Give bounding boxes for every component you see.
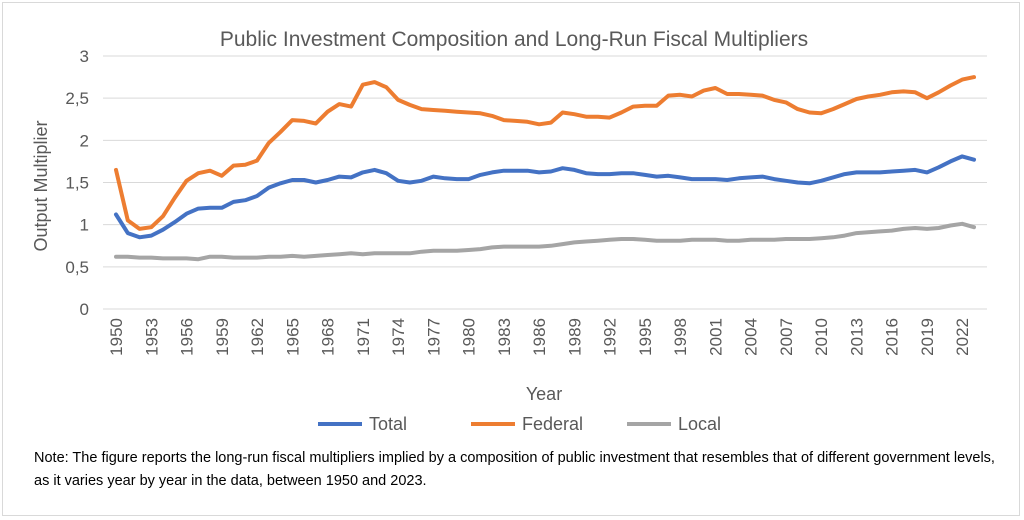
x-tick-label: 1968 [319, 318, 338, 356]
figure-note: Note: The figure reports the long-run fi… [34, 450, 995, 489]
series-line-total [114, 154, 976, 240]
y-tick-label: 0,5 [65, 258, 89, 277]
x-tick-label: 2022 [953, 318, 972, 356]
x-tick-label: 2019 [918, 318, 937, 356]
x-tick-label: 1956 [178, 318, 197, 356]
x-tick-label: 1950 [107, 318, 126, 356]
x-axis-title: Year [526, 384, 562, 404]
x-tick-label: 1995 [636, 318, 655, 356]
series-line-federal [114, 75, 976, 231]
x-tick-label: 2010 [812, 318, 831, 356]
series-lines [114, 75, 976, 262]
y-tick-label: 1,5 [65, 174, 89, 193]
chart-area: Public Investment Composition and Long-R… [31, 28, 987, 434]
x-tick-label: 1971 [354, 318, 373, 356]
x-tick-label: 2013 [847, 318, 866, 356]
legend-label-local: Local [678, 414, 721, 434]
x-axis-ticks: 1950 1953 1956 1959 1962 1965 1968 1971 1974 1977… [107, 318, 972, 356]
y-axis-title: Output Multiplier [31, 120, 51, 251]
legend: Total Federal Local [318, 414, 721, 434]
x-tick-label: 1965 [283, 318, 302, 356]
x-tick-label: 1986 [530, 318, 549, 356]
x-tick-label: 1983 [495, 318, 514, 356]
x-tick-label: 2004 [742, 318, 761, 356]
legend-label-federal: Federal [522, 414, 583, 434]
x-tick-label: 1992 [601, 318, 620, 356]
chart-title: Public Investment Composition and Long-R… [220, 28, 808, 51]
y-tick-label: 2,5 [65, 89, 89, 108]
x-tick-label: 1989 [565, 318, 584, 356]
x-tick-label: 1953 [142, 318, 161, 356]
x-tick-label: 2007 [777, 318, 796, 356]
series-line-local [114, 221, 976, 262]
x-tick-label: 1974 [389, 318, 408, 356]
y-tick-label: 2 [80, 131, 89, 150]
x-tick-label: 2001 [706, 318, 725, 356]
y-tick-label: 1 [80, 216, 89, 235]
y-tick-label: 3 [80, 47, 89, 66]
legend-label-total: Total [369, 414, 407, 434]
x-tick-label: 1959 [213, 318, 232, 356]
y-axis-ticks: 0 0,5 1 1,5 2 2,5 3 [65, 47, 89, 319]
x-tick-label: 2016 [883, 318, 902, 356]
x-tick-label: 1962 [248, 318, 267, 356]
x-tick-label: 1980 [460, 318, 479, 356]
y-tick-label: 0 [80, 300, 89, 319]
x-tick-label: 1977 [424, 318, 443, 356]
gridlines [103, 55, 987, 268]
x-tick-label: 1998 [671, 318, 690, 356]
